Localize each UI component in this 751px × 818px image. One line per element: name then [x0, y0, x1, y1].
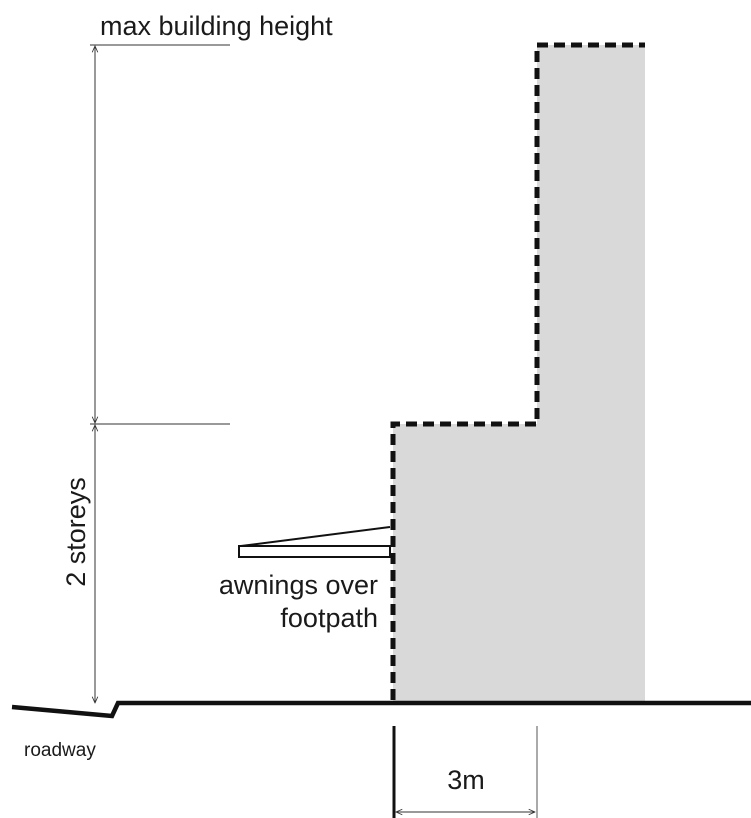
max-height-label: max building height — [100, 11, 333, 41]
awning-slab — [238, 545, 391, 558]
roadway-label: roadway — [24, 740, 96, 761]
setback-label: 3m — [447, 765, 485, 795]
awnings-label-line1: awnings over — [219, 570, 378, 600]
awnings-label-line2: footpath — [280, 603, 378, 633]
storeys-label: 2 storeys — [61, 477, 91, 587]
building-envelope-outline — [390, 42, 645, 700]
ground-line — [11, 700, 751, 719]
awning-brace — [240, 526, 391, 547]
building-mass — [393, 45, 645, 704]
